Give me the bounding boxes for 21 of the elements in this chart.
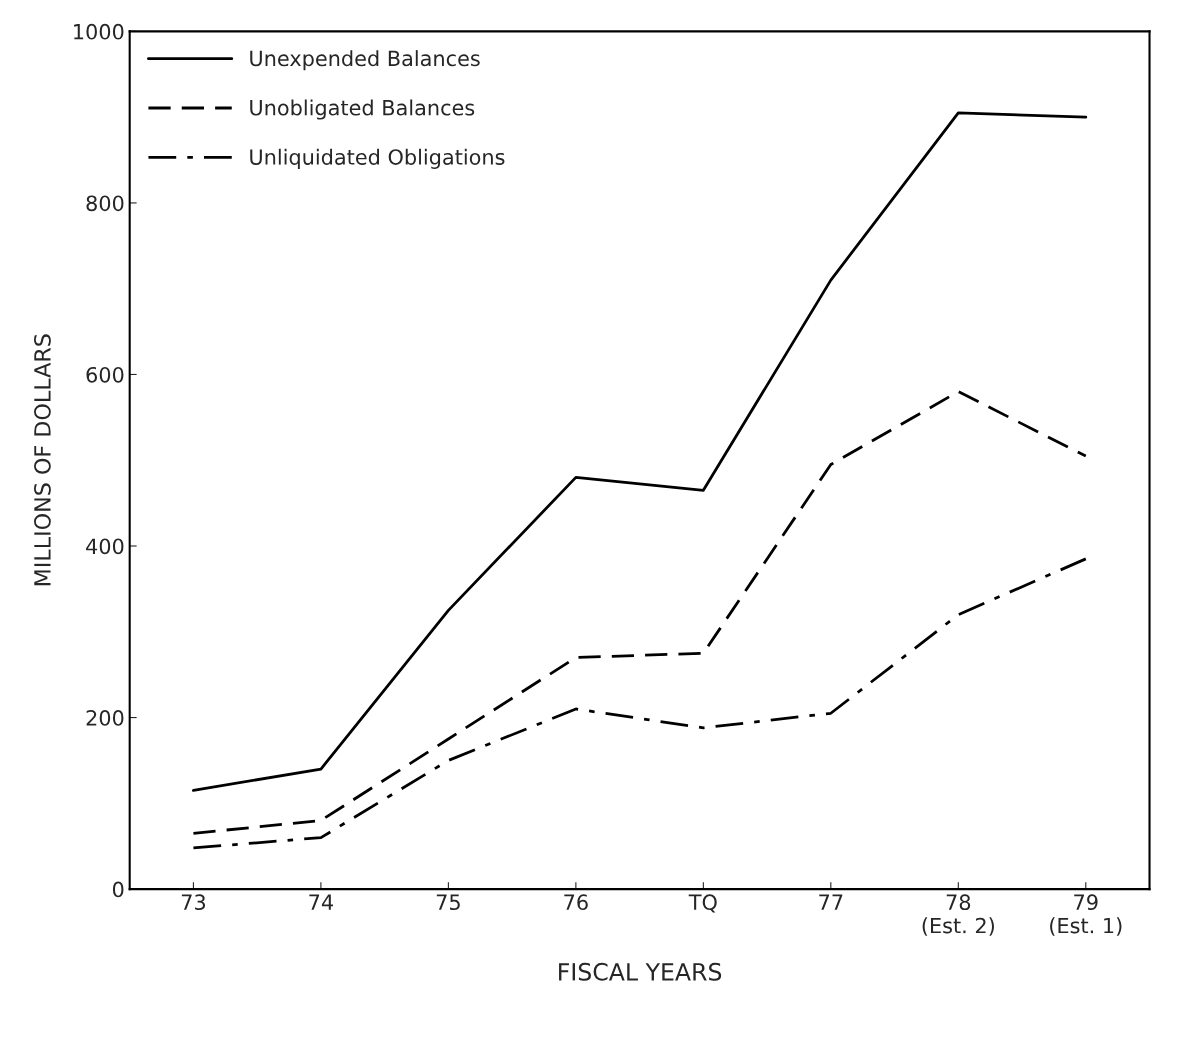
y-tick-label: 1000 — [74, 23, 124, 40]
x-tick-label: 74 — [309, 894, 333, 910]
x-tick-label: 78 (Est. 2) — [922, 894, 994, 936]
y-tick-label: 200 — [86, 710, 124, 726]
legend-label: Unobligated Balances — [250, 99, 475, 120]
y-tick-label: 400 — [86, 538, 124, 555]
x-tick-label: 75 — [436, 894, 460, 911]
x-tick-label: 73 — [181, 894, 206, 911]
x-tick-label: 79 (Est. 1) — [1050, 894, 1122, 936]
legend-label: Unliquidated Obligations — [250, 148, 505, 169]
x-axis-title: FISCAL YEARS — [559, 962, 722, 981]
x-tick-label: 76 — [564, 894, 588, 911]
line-series — [192, 557, 1088, 850]
y-axis-title: MILLIONS OF DOLLARS — [34, 334, 51, 586]
x-tick-label: 77 — [819, 894, 843, 910]
line-series — [192, 390, 1088, 835]
y-tick-label: 600 — [86, 366, 124, 383]
y-tick-label: 0 — [112, 881, 124, 898]
legend-label: Unexpended Balances — [250, 50, 480, 71]
y-tick-label: 800 — [86, 195, 124, 212]
x-tick-label: TQ — [688, 894, 717, 913]
